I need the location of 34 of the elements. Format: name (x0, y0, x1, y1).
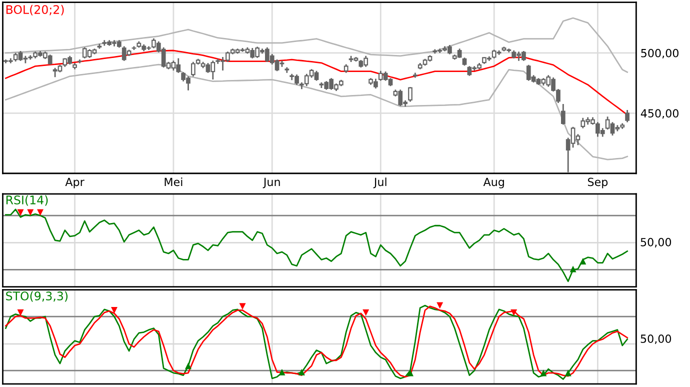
point (362, 309, 370, 316)
line-series (5, 64, 628, 160)
candlestick (132, 46, 136, 50)
candlestick (560, 104, 566, 125)
y-tick-label: 500,00 (641, 48, 678, 58)
line-series (5, 17, 628, 73)
candlestick (78, 59, 82, 64)
point (510, 309, 518, 316)
x-tick-label: Jun (262, 178, 280, 188)
point (298, 368, 305, 376)
point (17, 309, 24, 316)
text: 50,00 (640, 238, 672, 248)
chart-title: STO(9,3,3) (6, 291, 68, 302)
text: 50,00 (640, 334, 672, 344)
point (239, 303, 246, 310)
candlestick (625, 110, 630, 122)
x-tick-label: Mei (164, 178, 182, 186)
candlestick (412, 72, 418, 78)
point (278, 368, 286, 376)
y-tick-label: 450,00 (640, 109, 678, 119)
x-tick-label: Jul (373, 178, 386, 188)
x-tick-label: Aug (483, 178, 504, 188)
chart-title: BOL(20;2) (6, 4, 64, 16)
candlestick (284, 67, 290, 73)
chart-title: RSI(14) (6, 195, 48, 206)
point (406, 370, 414, 376)
x-tick-label: Apr (65, 178, 84, 188)
point (564, 370, 572, 376)
point (436, 302, 444, 309)
x-tick-label: Sep (588, 178, 608, 188)
candlestick (408, 87, 412, 102)
point (110, 306, 118, 314)
point (540, 370, 547, 376)
point (184, 362, 192, 370)
